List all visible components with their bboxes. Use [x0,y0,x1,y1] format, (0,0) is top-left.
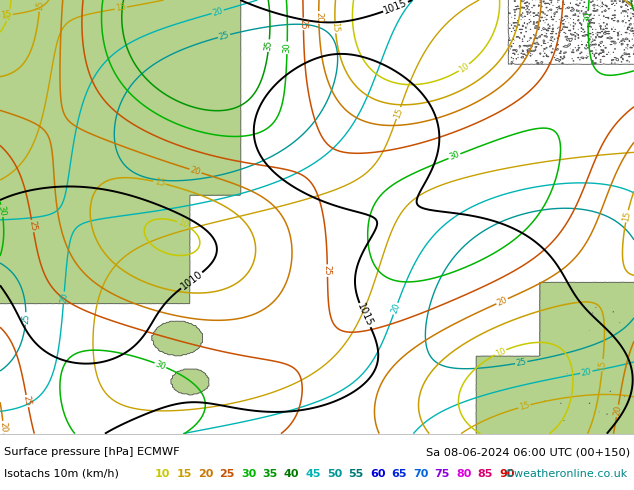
Text: 80: 80 [456,468,471,479]
Text: 30: 30 [283,43,292,53]
Text: 1015: 1015 [355,302,375,328]
Text: 15: 15 [176,468,192,479]
Text: 40: 40 [284,468,299,479]
Text: 10: 10 [3,9,14,22]
Text: 25: 25 [21,313,30,324]
Text: 20: 20 [580,367,592,378]
Text: 20: 20 [0,421,8,433]
Text: ©weatheronline.co.uk: ©weatheronline.co.uk [504,468,628,479]
Text: 25: 25 [515,357,527,368]
Text: Surface pressure [hPa] ECMWF: Surface pressure [hPa] ECMWF [4,447,179,457]
Text: 85: 85 [477,468,493,479]
Text: 35: 35 [262,468,278,479]
Text: 20: 20 [389,302,402,315]
Text: 25: 25 [22,395,33,407]
Text: 25: 25 [219,468,235,479]
Text: 25: 25 [27,220,38,232]
Text: 70: 70 [413,468,429,479]
Text: 20: 20 [198,468,214,479]
Text: 20: 20 [496,295,508,308]
Text: 10: 10 [494,346,507,359]
Text: 50: 50 [327,468,342,479]
Text: 1010: 1010 [179,269,205,292]
Text: 45: 45 [306,468,321,479]
Text: 15: 15 [35,0,44,11]
Text: 15: 15 [115,3,127,13]
Text: 20: 20 [211,6,224,18]
Text: 10: 10 [176,218,190,230]
Text: 65: 65 [392,468,407,479]
Text: 25: 25 [299,19,308,29]
Text: 20: 20 [612,405,623,416]
Text: 30: 30 [241,468,256,479]
Text: Isotachs 10m (km/h): Isotachs 10m (km/h) [4,468,119,479]
Text: 55: 55 [349,468,364,479]
Text: 15: 15 [1,10,12,21]
Text: 75: 75 [434,468,450,479]
Text: 20: 20 [189,165,202,177]
Text: 30: 30 [0,205,8,217]
Text: 35: 35 [264,40,274,51]
Text: 10: 10 [155,468,171,479]
Text: 20: 20 [59,292,68,303]
Text: 15: 15 [518,400,531,412]
Text: 15: 15 [621,210,633,222]
Text: 15: 15 [153,177,165,188]
Text: 15: 15 [598,360,607,371]
Text: 30: 30 [448,150,461,162]
Text: 60: 60 [370,468,385,479]
Text: 20: 20 [314,12,323,23]
Text: 10: 10 [457,61,471,74]
Text: 25: 25 [323,265,332,276]
Text: Sa 08-06-2024 06:00 UTC (00+150): Sa 08-06-2024 06:00 UTC (00+150) [426,447,630,457]
Text: 1015: 1015 [382,0,409,16]
Text: 30: 30 [154,359,167,371]
Text: 15: 15 [330,22,340,33]
Text: 25: 25 [218,30,230,42]
Text: 30: 30 [583,11,593,22]
Text: 15: 15 [392,107,404,120]
Text: 90: 90 [499,468,515,479]
